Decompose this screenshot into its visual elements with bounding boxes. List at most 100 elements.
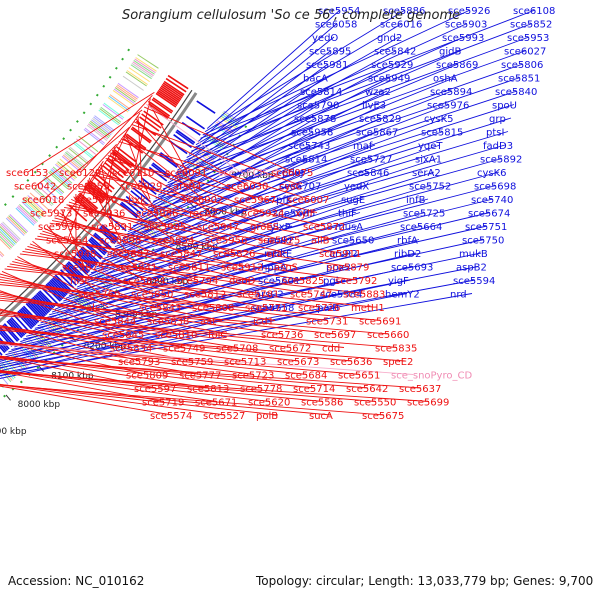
reverse-gene-block: [156, 91, 178, 107]
leader-line: [0, 295, 284, 335]
leader-line: [162, 63, 524, 190]
forward-gene-label: pdxJ: [282, 168, 304, 179]
forward-gene-label: sce5558: [252, 303, 294, 314]
reverse-gene-label: sce5850: [131, 290, 173, 301]
forward-gene-label: sce5852: [510, 20, 552, 31]
reverse-gene-block: [155, 92, 177, 108]
leader-line: [34, 238, 358, 281]
leader-line: [61, 209, 85, 267]
leader-line: [145, 103, 241, 173]
leader-line: [27, 245, 207, 294]
forward-gene-block: [80, 247, 98, 264]
feature-stripe: [117, 82, 139, 99]
feature-stripe: [72, 142, 93, 160]
forward-gene-label: ppx2: [326, 263, 351, 274]
leader-line: [195, 23, 403, 146]
reverse-gene-label: sce6030: [226, 182, 268, 193]
forward-gene-block: [57, 271, 75, 289]
reverse-gene-block: [143, 110, 164, 126]
gene-labels: sce5954 sce5886 sce5926 sce6108 sce6058 sce60…: [6, 6, 555, 422]
reverse-gene-label: aat: [200, 317, 216, 328]
forward-gene-label: sce5829: [359, 114, 401, 125]
feature-stripe: [42, 178, 62, 196]
feature-stripe: [114, 87, 136, 103]
feature-stripe: [126, 70, 148, 85]
feature-stripe: [112, 90, 134, 106]
feature-stripe: [61, 155, 82, 173]
forward-gene-block: [88, 239, 106, 256]
forward-gene-label: spoU: [492, 101, 517, 112]
feature-stripe: [115, 85, 137, 102]
leader-line: [122, 117, 512, 239]
forward-gene-label: sce6058: [315, 20, 357, 31]
reverse-gene-label: sce5636: [330, 357, 372, 368]
feature-stripe: [36, 184, 56, 203]
reverse-gene-label: alc: [86, 303, 100, 314]
feature-stripe: [127, 237, 143, 252]
leader-line: [27, 92, 155, 173]
forward-gene-block: [185, 115, 206, 130]
feature-stripe: [92, 117, 113, 134]
leader-line: [101, 144, 506, 262]
leader-line: [90, 158, 503, 274]
feature-stripe: [107, 97, 129, 113]
feature-stripe: [57, 161, 78, 179]
feature-stripe: [91, 119, 112, 136]
feature-stripe: [180, 171, 198, 185]
leader-line: [107, 155, 265, 213]
reverse-gene-label: sce5651: [338, 371, 380, 382]
leader-line: [186, 36, 400, 158]
leader-line: [140, 104, 320, 218]
leader-line: [0, 342, 361, 375]
reverse-gene-label: sce5844: [94, 317, 136, 328]
forward-gene-block: [175, 130, 195, 146]
reverse-gene-block: [106, 159, 127, 176]
feature-stripe: [0, 250, 5, 256]
forward-gene-block: [13, 314, 30, 332]
forward-gene-label: sce5752: [409, 182, 451, 193]
leader-line: [157, 77, 391, 196]
reverse-gene-label: sce5841: [115, 263, 157, 274]
reverse-gene-label: sce5771: [245, 303, 287, 314]
reverse-gene-label: sce5854: [152, 236, 194, 247]
forward-gene-label: sce6027: [504, 47, 546, 58]
leader-line: [0, 340, 255, 375]
reverse-gene-block: [139, 116, 160, 132]
reverse-gene-label: sce5777: [179, 371, 221, 382]
reverse-gene-label: sce6129: [59, 168, 101, 179]
feature-stripe: [213, 124, 232, 137]
forward-gene-label: sce5685: [273, 209, 315, 220]
feature-stripe: [113, 88, 135, 104]
reverse-gene-label: sce5973: [30, 209, 72, 220]
feature-stripe: [5, 217, 25, 236]
reverse-gene-label: sce5684: [285, 371, 327, 382]
forward-gene-label: sce5601: [258, 276, 300, 287]
leader-line: [137, 104, 385, 221]
leader-line: [67, 177, 91, 240]
leader-line: [133, 98, 151, 173]
leader-line: [43, 225, 293, 321]
feature-stripe: [195, 151, 213, 164]
leader-line: [64, 206, 342, 254]
forward-gene-label: ribD2: [394, 249, 421, 260]
feature-stripe: [86, 124, 108, 141]
feature-stripe: [151, 208, 168, 223]
feature-stripe: [0, 222, 20, 241]
leader-line: [80, 95, 153, 173]
reverse-gene-label: sce5891: [91, 222, 133, 233]
feature-stripe: [100, 106, 122, 123]
reverse-gene-block: [84, 185, 105, 203]
leader-line: [197, 23, 338, 142]
leader-line: [32, 240, 101, 294]
feature-stripe: [7, 216, 26, 235]
reverse-gene-label: sce5597: [134, 384, 176, 395]
forward-gene-label: aspB2: [456, 263, 487, 274]
feature-stripe: [78, 291, 94, 306]
reverse-gene-label: sce5811: [168, 263, 210, 274]
reverse-gene-block: [131, 126, 152, 142]
forward-gene-label: nrd: [450, 290, 467, 301]
feature-stripe: [130, 64, 152, 80]
forward-gene-label: sce6108: [513, 6, 555, 17]
forward-gene-block: [53, 275, 71, 293]
reverse-gene-label: sce5671: [195, 398, 237, 409]
